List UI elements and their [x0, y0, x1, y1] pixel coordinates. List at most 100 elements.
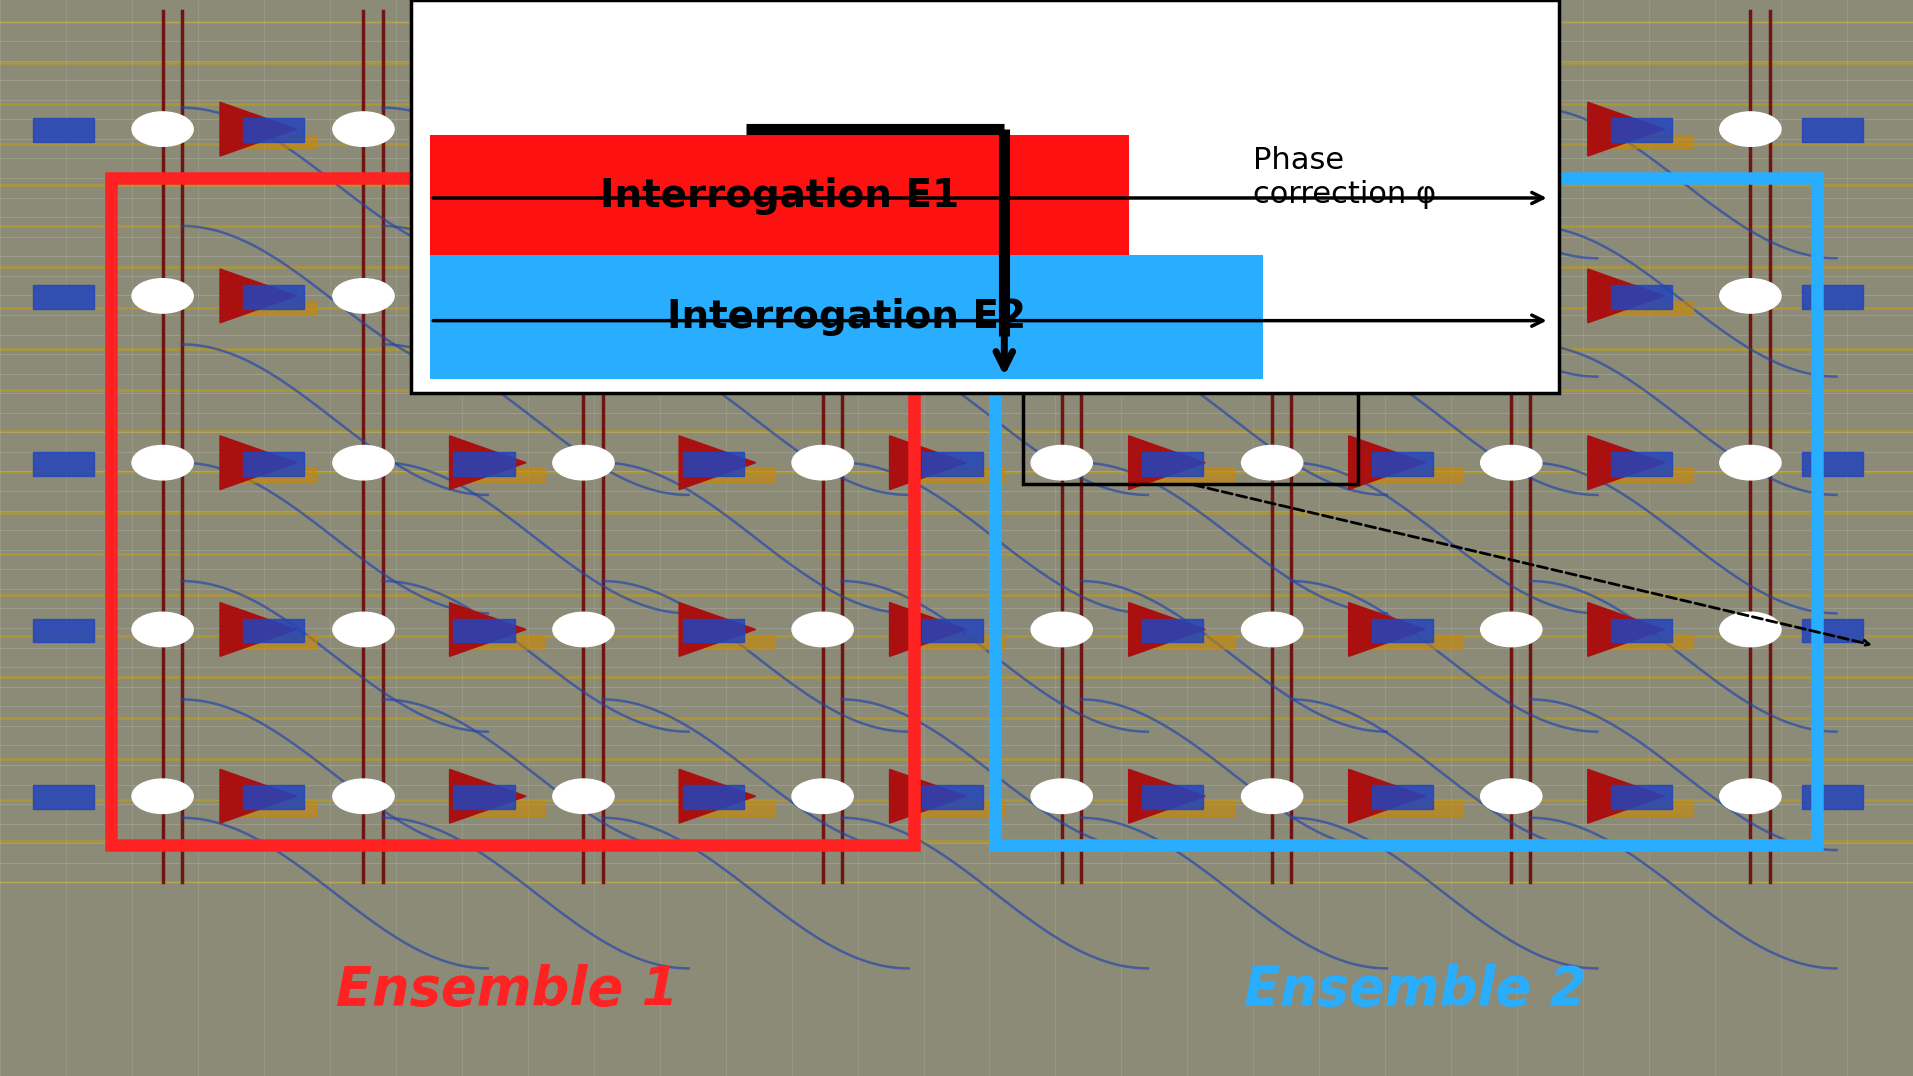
Circle shape: [553, 612, 614, 647]
Bar: [450, 635, 545, 649]
Bar: [1611, 785, 1672, 809]
Bar: [1611, 619, 1672, 642]
Bar: [922, 785, 983, 809]
Circle shape: [333, 445, 394, 480]
Bar: [1802, 619, 1863, 642]
Bar: [922, 619, 983, 642]
Circle shape: [1031, 612, 1092, 647]
FancyBboxPatch shape: [411, 0, 1559, 393]
Bar: [1142, 285, 1203, 309]
Bar: [909, 802, 1004, 816]
Bar: [1597, 301, 1693, 315]
Circle shape: [1031, 112, 1092, 146]
Bar: [453, 285, 515, 309]
Text: Phase
correction φ: Phase correction φ: [1253, 146, 1437, 209]
Polygon shape: [1588, 769, 1664, 823]
Circle shape: [553, 445, 614, 480]
Bar: [1802, 118, 1863, 142]
Polygon shape: [450, 436, 526, 490]
Polygon shape: [1349, 436, 1425, 490]
Bar: [909, 468, 1004, 482]
Polygon shape: [220, 102, 297, 156]
Bar: [679, 468, 775, 482]
Bar: [450, 134, 545, 148]
Bar: [1142, 118, 1203, 142]
Bar: [1368, 134, 1463, 148]
Bar: [33, 619, 94, 642]
Bar: [1368, 301, 1463, 315]
Bar: [1138, 468, 1234, 482]
Bar: [1372, 619, 1433, 642]
Circle shape: [333, 779, 394, 813]
Circle shape: [553, 112, 614, 146]
Circle shape: [333, 112, 394, 146]
Bar: [1142, 785, 1203, 809]
Bar: [243, 619, 304, 642]
Polygon shape: [890, 269, 966, 323]
Bar: [450, 468, 545, 482]
Polygon shape: [1129, 436, 1205, 490]
Polygon shape: [450, 769, 526, 823]
Bar: [1597, 802, 1693, 816]
Polygon shape: [450, 603, 526, 656]
Polygon shape: [679, 436, 756, 490]
Bar: [1138, 301, 1234, 315]
Bar: [1597, 468, 1693, 482]
Polygon shape: [1129, 269, 1205, 323]
Circle shape: [1481, 112, 1542, 146]
Polygon shape: [1588, 102, 1664, 156]
Circle shape: [132, 279, 193, 313]
Circle shape: [1481, 445, 1542, 480]
Circle shape: [132, 445, 193, 480]
Circle shape: [553, 779, 614, 813]
Polygon shape: [1349, 603, 1425, 656]
Polygon shape: [890, 102, 966, 156]
Circle shape: [792, 612, 853, 647]
Circle shape: [792, 445, 853, 480]
Bar: [220, 802, 316, 816]
Bar: [679, 635, 775, 649]
Bar: [453, 619, 515, 642]
Bar: [683, 785, 744, 809]
Bar: [33, 285, 94, 309]
Bar: [922, 452, 983, 476]
Bar: [1802, 285, 1863, 309]
Circle shape: [1481, 279, 1542, 313]
Bar: [453, 785, 515, 809]
Circle shape: [1720, 612, 1781, 647]
Circle shape: [132, 112, 193, 146]
Polygon shape: [1588, 269, 1664, 323]
Bar: [1138, 134, 1234, 148]
Circle shape: [333, 279, 394, 313]
Bar: [1802, 785, 1863, 809]
Bar: [909, 635, 1004, 649]
Polygon shape: [1129, 102, 1205, 156]
Bar: [33, 118, 94, 142]
Bar: [1611, 118, 1672, 142]
Bar: [450, 802, 545, 816]
Circle shape: [1720, 445, 1781, 480]
Bar: [453, 452, 515, 476]
Circle shape: [1481, 612, 1542, 647]
Bar: [683, 619, 744, 642]
Bar: [450, 301, 545, 315]
Text: Interrogation E1: Interrogation E1: [601, 178, 958, 215]
Polygon shape: [450, 269, 526, 323]
Bar: [1372, 118, 1433, 142]
Text: Ensemble 2: Ensemble 2: [1245, 964, 1586, 1016]
Polygon shape: [679, 603, 756, 656]
Bar: [922, 285, 983, 309]
Circle shape: [1481, 779, 1542, 813]
Bar: [683, 285, 744, 309]
Bar: [243, 452, 304, 476]
Polygon shape: [1588, 603, 1664, 656]
Circle shape: [132, 779, 193, 813]
Circle shape: [132, 612, 193, 647]
Circle shape: [1720, 279, 1781, 313]
Circle shape: [1720, 112, 1781, 146]
Bar: [1597, 635, 1693, 649]
Polygon shape: [220, 436, 297, 490]
Polygon shape: [220, 269, 297, 323]
Bar: [1802, 452, 1863, 476]
Circle shape: [1242, 445, 1303, 480]
